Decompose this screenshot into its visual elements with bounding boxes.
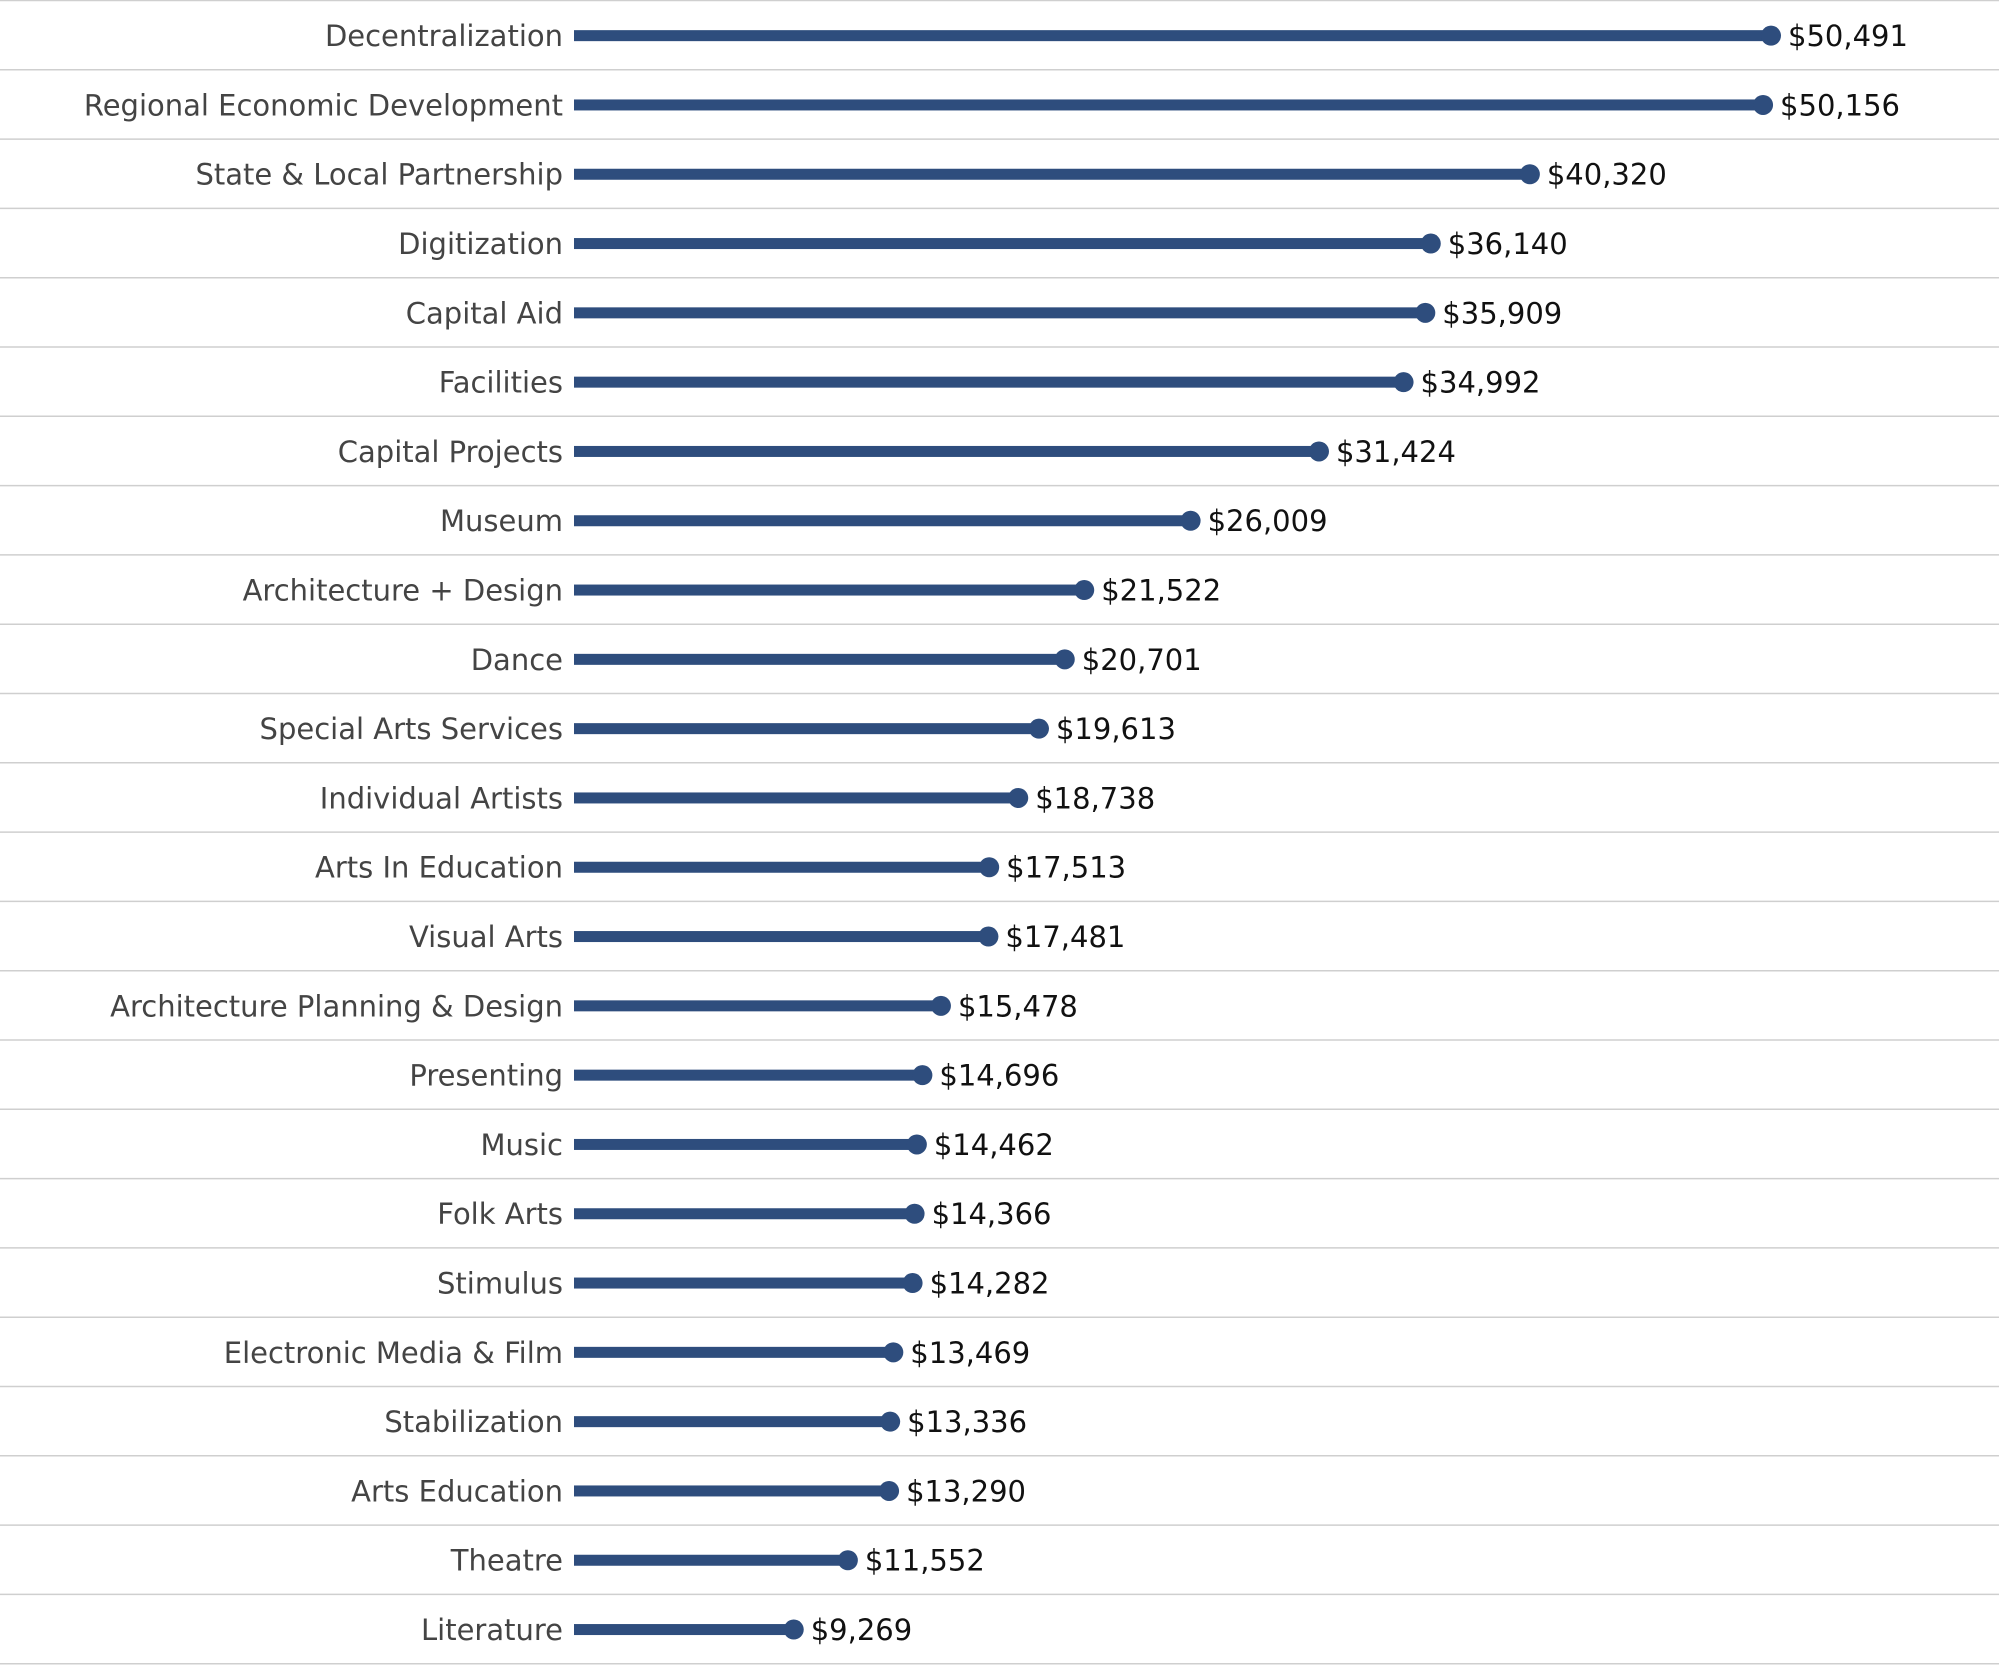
category-label: State & Local Partnership [195,158,563,192]
category-label: Special Arts Services [260,712,563,746]
lollipop-bar [574,723,1039,735]
lollipop-dot [1420,233,1441,254]
lollipop-bar [574,1624,794,1636]
lollipop-bar [574,1138,917,1150]
value-label: $34,992 [1421,366,1541,400]
lollipop-bar [574,1069,923,1081]
category-label: Stabilization [384,1405,563,1439]
value-label: $14,696 [939,1059,1059,1093]
category-label: Digitization [398,227,563,261]
lollipop-dot [1028,718,1049,739]
category-label: Museum [440,504,563,538]
lollipop-bar [574,30,1771,42]
value-label: $11,552 [865,1544,985,1578]
lollipop-dot [978,926,999,947]
value-label: $9,269 [811,1613,912,1647]
category-label: Decentralization [325,19,563,53]
lollipop-dot [1415,302,1436,323]
lollipop-bar [574,168,1530,180]
lollipop-dot [1308,441,1329,462]
lollipop-dot [837,1550,858,1571]
value-label: $15,478 [958,989,1078,1023]
lollipop-bar [574,515,1191,527]
lollipop-dot [906,1134,927,1155]
lollipop-bar [574,445,1319,457]
lollipop-dot [1074,580,1095,601]
lollipop-dot [912,1065,933,1086]
value-label: $14,462 [934,1128,1054,1162]
category-label: Architecture Planning & Design [110,989,563,1023]
category-label: Music [480,1128,563,1162]
lollipop-bar [574,792,1019,804]
category-label: Capital Aid [406,296,563,330]
lollipop-bar [574,1000,941,1012]
category-label: Individual Artists [320,781,563,815]
category-label: Folk Arts [437,1197,563,1231]
lollipop-dot [1761,25,1781,46]
value-label: $14,282 [930,1266,1050,1300]
category-label: Electronic Media & Film [224,1336,563,1370]
category-label: Facilities [439,366,563,400]
value-label: $35,909 [1442,296,1562,330]
lollipop-bar [574,931,989,943]
lollipop-bar [574,1416,891,1428]
value-label: $31,424 [1336,435,1456,469]
category-label: Architecture + Design [243,573,563,607]
lollipop-dot [902,1273,923,1294]
value-label: $26,009 [1208,504,1328,538]
lollipop-dot [783,1619,804,1640]
category-label: Arts In Education [315,851,563,885]
value-label: $19,613 [1056,712,1176,746]
value-label: $14,366 [932,1197,1052,1231]
category-label: Dance [471,643,563,677]
lollipop-dot [879,1480,900,1501]
lollipop-dot [880,1411,901,1432]
value-label: $21,522 [1101,573,1221,607]
category-label: Presenting [409,1059,563,1093]
lollipop-dot [930,995,951,1016]
lollipop-dot [1180,510,1201,531]
category-label: Stimulus [437,1266,563,1300]
lollipop-dot [1393,372,1414,393]
lollipop-dot [1753,94,1774,115]
value-label: $50,156 [1780,88,1900,122]
value-label: $18,738 [1035,781,1155,815]
value-label: $20,701 [1082,643,1202,677]
lollipop-bar [574,584,1085,596]
value-label: $17,513 [1006,851,1126,885]
lollipop-bar [574,1346,894,1358]
lollipop-bar [574,1554,848,1566]
lollipop-dot [1054,649,1075,670]
category-label: Visual Arts [409,920,563,954]
value-label: $13,469 [910,1336,1030,1370]
category-label: Theatre [450,1544,563,1578]
lollipop-dot [1008,787,1029,808]
lollipop-dot [883,1342,904,1363]
category-label: Capital Projects [338,435,563,469]
category-label: Arts Education [351,1474,563,1508]
value-label: $13,290 [906,1474,1026,1508]
lollipop-bar [574,307,1426,319]
lollipop-dot [979,857,1000,878]
lollipop-bar [574,1277,913,1289]
lollipop-bar [574,238,1431,250]
category-label: Regional Economic Development [84,88,563,122]
category-label: Literature [421,1613,563,1647]
lollipop-bar [574,99,1764,111]
lollipop-bar [574,653,1065,665]
lollipop-dot [904,1203,925,1224]
lollipop-bar [574,1485,890,1497]
lollipop-dot [1519,164,1540,185]
lollipop-bar [574,1208,915,1220]
value-label: $50,491 [1788,19,1908,53]
value-label: $36,140 [1448,227,1568,261]
value-label: $17,481 [1005,920,1125,954]
lollipop-bar [574,861,990,873]
value-label: $40,320 [1547,158,1667,192]
lollipop-bar [574,376,1404,388]
value-label: $13,336 [907,1405,1027,1439]
